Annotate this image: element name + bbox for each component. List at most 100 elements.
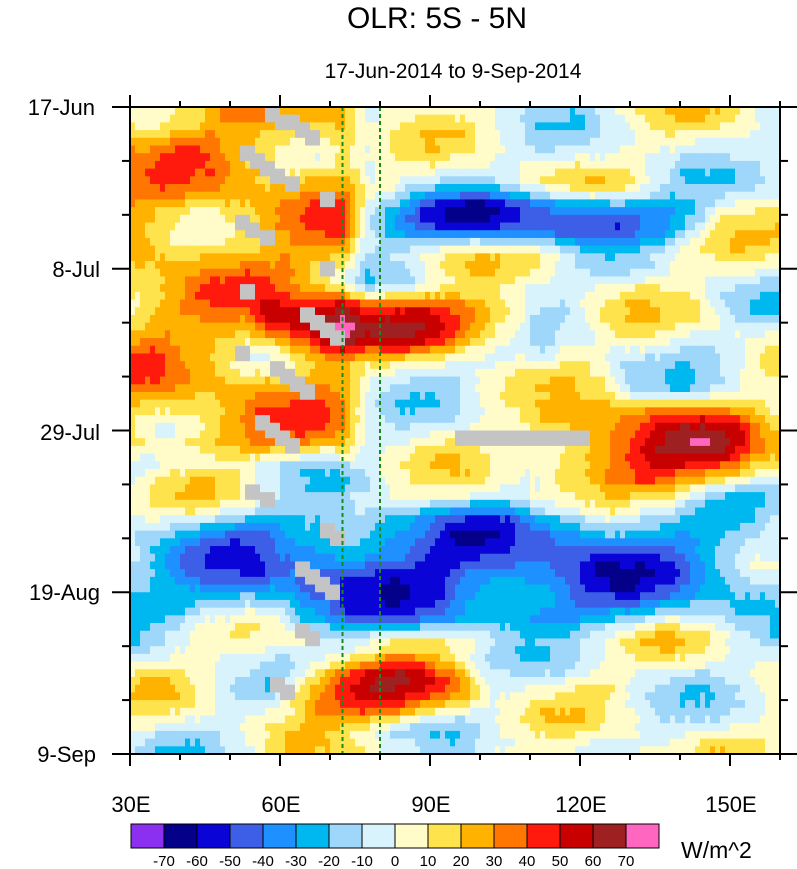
heatmap-cell bbox=[405, 184, 411, 193]
heatmap-cell bbox=[410, 376, 416, 385]
heatmap-cell bbox=[260, 207, 266, 216]
heatmap-cell bbox=[645, 322, 651, 331]
heatmap-cell bbox=[775, 207, 780, 216]
heatmap-cell bbox=[345, 368, 351, 378]
heatmap-cell bbox=[575, 353, 581, 362]
heatmap-cell bbox=[500, 191, 506, 201]
heatmap-cell bbox=[760, 245, 766, 254]
heatmap-cell bbox=[510, 191, 516, 201]
heatmap-cell bbox=[225, 207, 231, 216]
heatmap-cell bbox=[635, 237, 641, 247]
heatmap-cell bbox=[710, 230, 716, 239]
heatmap-cell bbox=[325, 230, 331, 239]
heatmap-cell bbox=[135, 253, 141, 262]
heatmap-cell bbox=[130, 245, 136, 254]
heatmap-cell bbox=[345, 160, 351, 170]
heatmap-cell bbox=[540, 376, 546, 385]
heatmap-cell bbox=[555, 322, 561, 331]
heatmap-cell bbox=[655, 176, 661, 185]
heatmap-cell bbox=[585, 345, 591, 355]
heatmap-cell bbox=[615, 368, 621, 378]
heatmap-cell bbox=[390, 291, 396, 301]
heatmap-cell bbox=[215, 230, 221, 239]
heatmap-cell bbox=[550, 353, 556, 362]
heatmap-cell bbox=[310, 237, 316, 247]
heatmap-cell bbox=[360, 276, 366, 285]
heatmap-cell bbox=[610, 130, 616, 139]
heatmap-cell bbox=[505, 191, 511, 201]
heatmap-cell bbox=[130, 199, 136, 208]
heatmap-cell bbox=[685, 145, 691, 154]
heatmap-cell bbox=[555, 230, 561, 239]
heatmap-cell bbox=[775, 222, 780, 231]
heatmap-cell bbox=[480, 207, 486, 216]
heatmap-cell bbox=[755, 160, 761, 170]
heatmap-cell bbox=[225, 122, 231, 131]
heatmap-cell bbox=[260, 322, 266, 331]
heatmap-cell bbox=[495, 191, 501, 201]
heatmap-cell bbox=[185, 107, 191, 116]
heatmap-cell bbox=[740, 261, 746, 270]
heatmap-cell bbox=[220, 176, 226, 185]
heatmap-cell bbox=[370, 368, 376, 378]
heatmap-cell bbox=[345, 314, 351, 324]
heatmap-cell bbox=[575, 330, 581, 339]
heatmap-cell bbox=[660, 199, 666, 208]
heatmap-cell bbox=[450, 268, 456, 278]
heatmap-cell bbox=[200, 207, 206, 216]
heatmap-cell bbox=[570, 176, 576, 185]
heatmap-cell bbox=[460, 261, 466, 270]
heatmap-cell bbox=[725, 114, 731, 123]
heatmap-cell bbox=[130, 322, 136, 331]
heatmap-cell bbox=[250, 107, 256, 116]
heatmap-cell bbox=[165, 284, 171, 293]
heatmap-cell bbox=[550, 184, 556, 193]
heatmap-cell bbox=[195, 130, 201, 139]
heatmap-cell bbox=[645, 307, 651, 316]
heatmap-cell bbox=[375, 245, 381, 254]
heatmap-cell bbox=[325, 214, 331, 224]
heatmap-cell bbox=[595, 160, 601, 170]
heatmap-cell bbox=[635, 114, 641, 123]
heatmap-cell bbox=[150, 314, 156, 324]
heatmap-cell bbox=[725, 168, 731, 177]
heatmap-cell bbox=[710, 214, 716, 224]
heatmap-cell bbox=[140, 114, 146, 123]
heatmap-cell bbox=[730, 307, 736, 316]
heatmap-cell bbox=[350, 253, 356, 262]
heatmap-cell bbox=[720, 314, 726, 324]
heatmap-cell bbox=[300, 268, 306, 278]
heatmap-cell bbox=[495, 176, 501, 185]
heatmap-cell bbox=[575, 207, 581, 216]
heatmap-cell bbox=[470, 268, 476, 278]
heatmap-cell bbox=[525, 114, 531, 123]
heatmap-cell bbox=[415, 191, 421, 201]
heatmap-cell bbox=[140, 361, 146, 370]
heatmap-cell bbox=[255, 361, 261, 370]
heatmap-cell bbox=[385, 307, 391, 316]
heatmap-cell bbox=[240, 176, 246, 185]
heatmap-cell bbox=[500, 268, 506, 278]
heatmap-cell bbox=[265, 376, 271, 385]
heatmap-cell bbox=[275, 384, 281, 393]
heatmap-cell bbox=[655, 391, 661, 401]
heatmap-cell bbox=[660, 307, 666, 316]
heatmap-cell bbox=[685, 168, 691, 177]
heatmap-cell bbox=[350, 237, 356, 247]
heatmap-cell bbox=[640, 114, 646, 123]
heatmap-cell bbox=[245, 330, 251, 339]
heatmap-cell bbox=[275, 330, 281, 339]
heatmap-cell bbox=[445, 222, 451, 231]
heatmap-cell bbox=[485, 384, 491, 393]
heatmap-cell bbox=[435, 214, 441, 224]
heatmap-cell bbox=[200, 137, 206, 147]
heatmap-cell bbox=[465, 245, 471, 254]
heatmap-cell bbox=[130, 338, 136, 347]
heatmap-cell bbox=[300, 160, 306, 170]
heatmap-cell bbox=[310, 330, 316, 339]
heatmap-cell bbox=[485, 299, 491, 308]
heatmap-cell bbox=[190, 345, 196, 355]
heatmap-cell bbox=[755, 253, 761, 262]
heatmap-cell bbox=[515, 361, 521, 370]
heatmap-cell bbox=[745, 130, 751, 139]
